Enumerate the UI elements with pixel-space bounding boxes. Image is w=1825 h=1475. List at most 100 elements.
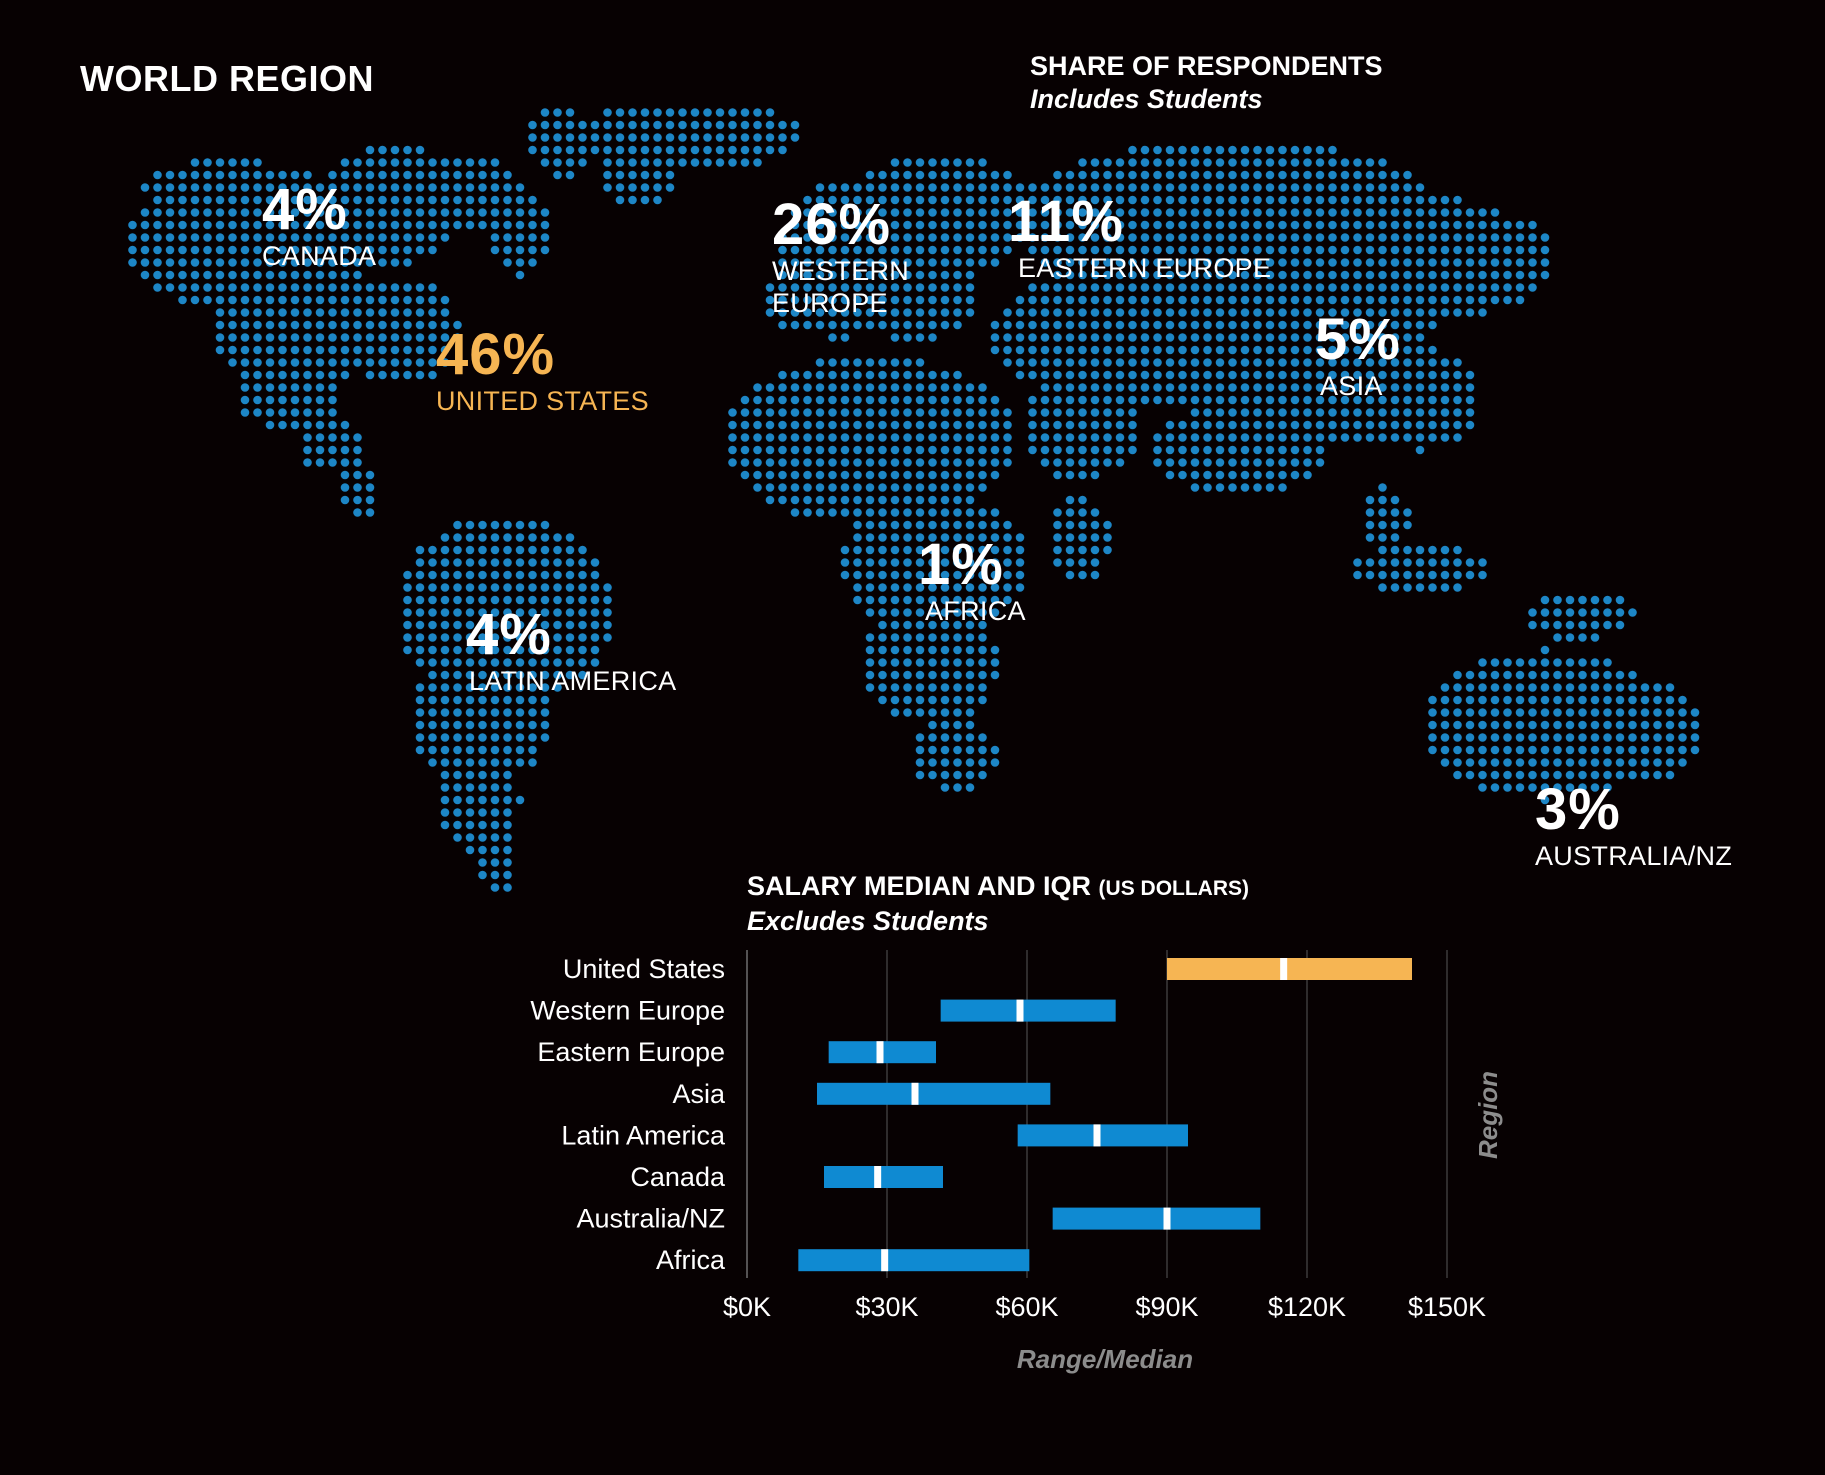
map-dot bbox=[390, 208, 400, 217]
map-dot bbox=[903, 170, 912, 180]
map-dot bbox=[1315, 270, 1325, 280]
map-dot bbox=[953, 158, 962, 167]
map-dot bbox=[165, 195, 175, 205]
map-dot bbox=[965, 308, 975, 317]
map-dot bbox=[328, 345, 337, 355]
map-dot bbox=[1515, 220, 1525, 230]
map-dot bbox=[378, 195, 387, 205]
map-dot bbox=[440, 358, 450, 367]
map-dot bbox=[1378, 333, 1387, 342]
map-dot bbox=[1140, 358, 1150, 367]
map-dot bbox=[290, 320, 300, 330]
map-dot bbox=[815, 283, 825, 292]
map-dot bbox=[878, 358, 887, 367]
map-dot bbox=[1115, 295, 1125, 305]
map-dot bbox=[315, 270, 325, 280]
map-dot bbox=[1003, 333, 1012, 342]
map-dot bbox=[1515, 295, 1525, 305]
map-dot bbox=[815, 358, 825, 367]
map-dot bbox=[278, 283, 287, 292]
map-dot bbox=[1090, 358, 1100, 367]
map-dot bbox=[915, 245, 925, 255]
map-dot bbox=[215, 320, 225, 330]
map-dot bbox=[1290, 170, 1300, 180]
map-dot bbox=[890, 208, 900, 217]
map-dot bbox=[340, 170, 350, 180]
map-dot bbox=[840, 295, 850, 305]
iqr-bar bbox=[1052, 1207, 1261, 1230]
map-dot bbox=[240, 333, 250, 342]
map-dot bbox=[528, 233, 537, 242]
map-dot bbox=[815, 320, 825, 330]
map-dot bbox=[1353, 308, 1362, 317]
map-dot bbox=[503, 245, 512, 255]
map-dot bbox=[890, 220, 900, 230]
map-dot bbox=[1190, 158, 1200, 167]
map-dot bbox=[303, 195, 312, 205]
map-dot bbox=[1315, 220, 1325, 230]
map-dot bbox=[1140, 283, 1150, 292]
map-dot bbox=[540, 208, 550, 217]
map-dot bbox=[390, 258, 400, 267]
map-dot bbox=[465, 183, 475, 192]
map-dot bbox=[1053, 308, 1062, 317]
map-dot bbox=[1178, 270, 1187, 280]
map-dot bbox=[803, 270, 812, 280]
map-dot bbox=[1328, 320, 1337, 330]
map-dot bbox=[240, 358, 250, 367]
map-dot bbox=[1478, 245, 1487, 255]
map-dot bbox=[1328, 270, 1337, 280]
map-dot bbox=[278, 308, 287, 317]
map-dot bbox=[1178, 258, 1187, 267]
map-dot bbox=[1403, 183, 1412, 192]
map-dot bbox=[553, 120, 562, 130]
map-dot bbox=[1290, 233, 1300, 242]
map-dot bbox=[1178, 333, 1187, 342]
map-dot bbox=[878, 170, 887, 180]
map-dot bbox=[1278, 308, 1287, 317]
map-dot bbox=[903, 195, 912, 205]
median-marker bbox=[1280, 958, 1288, 980]
map-dot bbox=[365, 170, 375, 180]
map-dot bbox=[1328, 183, 1337, 192]
map-dot bbox=[428, 195, 437, 205]
map-dot bbox=[1215, 345, 1225, 355]
map-dot bbox=[940, 295, 950, 305]
map-dot bbox=[340, 295, 350, 305]
map-dot bbox=[1178, 208, 1187, 217]
map-dot bbox=[203, 270, 212, 280]
map-dot bbox=[1478, 220, 1487, 230]
map-dot bbox=[928, 208, 937, 217]
map-dot bbox=[1328, 333, 1337, 342]
map-dot bbox=[528, 120, 537, 130]
map-dot bbox=[928, 270, 937, 280]
map-dot bbox=[915, 220, 925, 230]
map-dot bbox=[940, 220, 950, 230]
map-dot bbox=[778, 233, 787, 242]
map-dot bbox=[253, 283, 262, 292]
map-dot bbox=[490, 220, 500, 230]
map-dot bbox=[403, 358, 412, 367]
map-dot bbox=[228, 170, 237, 180]
map-dot bbox=[865, 258, 875, 267]
map-dot bbox=[228, 320, 237, 330]
map-dot bbox=[1290, 270, 1300, 280]
map-dot bbox=[1078, 270, 1087, 280]
map-dot bbox=[1003, 220, 1012, 230]
map-dot bbox=[165, 233, 175, 242]
map-dot bbox=[353, 320, 362, 330]
map-dot bbox=[1353, 220, 1362, 230]
map-dot bbox=[915, 233, 925, 242]
map-dot bbox=[1478, 308, 1487, 317]
map-dot bbox=[1140, 258, 1150, 267]
map-dot bbox=[1340, 195, 1350, 205]
map-dot bbox=[1078, 195, 1087, 205]
map-dot bbox=[1290, 370, 1300, 380]
map-dot bbox=[1453, 370, 1462, 380]
map-dot bbox=[1328, 358, 1337, 367]
map-dot bbox=[378, 308, 387, 317]
map-dot bbox=[1265, 145, 1275, 155]
map-dot bbox=[490, 170, 500, 180]
map-dot bbox=[353, 170, 362, 180]
map-dot bbox=[1415, 258, 1425, 267]
